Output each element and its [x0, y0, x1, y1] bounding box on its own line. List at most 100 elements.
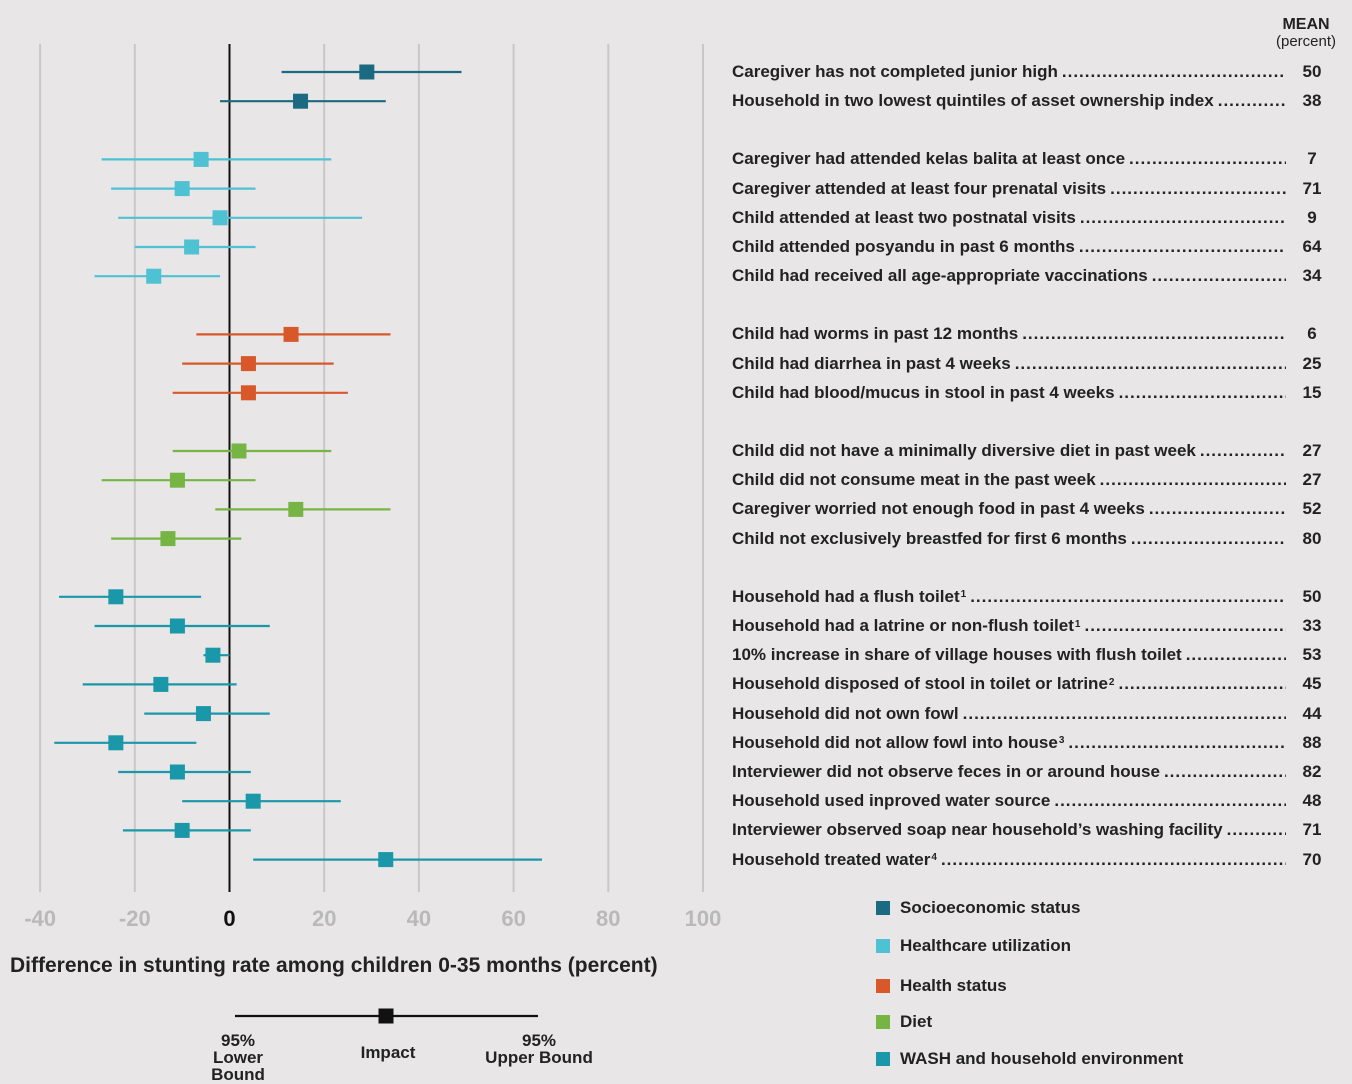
row-label-text: Interviewer observed soap near household… — [732, 820, 1223, 840]
row-label-text: Child not exclusively breastfed for firs… — [732, 528, 1127, 548]
mean-value: 88 — [1302, 732, 1322, 752]
dot-leader: ........................................… — [1226, 820, 1286, 840]
key-lower-label: 95% Lower Bound — [188, 1032, 288, 1083]
mean-value: 71 — [1302, 820, 1322, 840]
row-label: Household treated water 4................… — [732, 849, 1292, 871]
footnote-marker: 1 — [1074, 618, 1081, 630]
key-lower-text: Lower Bound — [211, 1048, 265, 1084]
row-label-text: Household treated water — [732, 849, 931, 869]
legend-label: Diet — [900, 1012, 933, 1031]
mean-value: 25 — [1302, 353, 1322, 373]
legend-swatch — [876, 901, 890, 915]
x-axis-title: Difference in stunting rate among childr… — [10, 954, 658, 977]
mean-value: 53 — [1302, 645, 1322, 665]
row-label-text: Household disposed of stool in toilet or… — [732, 674, 1108, 694]
x-tick-label: 20 — [312, 906, 336, 931]
row-label-text: Interviewer did not observe feces in or … — [732, 762, 1160, 781]
impact-marker — [359, 64, 375, 80]
key-lower-pct: 95% — [220, 1031, 256, 1050]
key-upper-pct: 95% — [521, 1031, 557, 1050]
row-label-text: Child attended posyandu in past 6 months — [732, 237, 1075, 256]
dot-leader: ........................................… — [1148, 499, 1286, 519]
mean-value: 15 — [1302, 382, 1322, 402]
dot-leader: ........................................… — [1217, 91, 1286, 111]
row-label: Household used inproved water source....… — [732, 790, 1292, 812]
dot-leader: ........................................… — [970, 586, 1286, 606]
dot-leader: ........................................… — [1014, 353, 1286, 373]
legend-item: WASH and household environment — [876, 1049, 1183, 1069]
legend-label: Healthcare utilization — [900, 936, 1071, 955]
row-label: Caregiver attended at least four prenata… — [732, 178, 1292, 200]
x-tick-label: 0 — [223, 906, 235, 931]
dot-leader: ........................................… — [1199, 441, 1286, 460]
row-label-text: Household had a latrine or non-flush toi… — [732, 616, 1074, 635]
legend-swatch — [876, 939, 890, 953]
impact-marker — [153, 676, 169, 692]
mean-value: 50 — [1302, 586, 1322, 606]
dot-leader: ........................................… — [1118, 382, 1286, 402]
row-label: Household did not allow fowl into house 3… — [732, 732, 1292, 754]
key-upper-label: 95% Upper Bound — [474, 1032, 604, 1066]
row-label-text: Child had diarrhea in past 4 weeks — [732, 353, 1011, 373]
legend-item: Healthcare utilization — [876, 936, 1071, 956]
mean-value: 7 — [1307, 149, 1317, 169]
row-label: Child had diarrhea in past 4 weeks......… — [732, 353, 1292, 375]
row-label: Household had a flush toilet 1...........… — [732, 586, 1292, 608]
dot-leader: ........................................… — [1084, 616, 1286, 635]
row-label-text: Household did not own fowl — [732, 703, 959, 723]
legend-swatch — [876, 1052, 890, 1066]
legend-label: WASH and household environment — [900, 1049, 1184, 1068]
mean-value: 48 — [1302, 791, 1322, 811]
row-label: 10% increase in share of village houses … — [732, 644, 1292, 666]
row-label-text: Child had worms in past 12 months — [732, 324, 1019, 344]
mean-value: 71 — [1302, 178, 1322, 198]
mean-value: 6 — [1307, 324, 1317, 344]
impact-marker — [195, 706, 211, 722]
legend-item: Diet — [876, 1012, 932, 1032]
impact-marker — [174, 822, 190, 838]
row-label: Caregiver has not completed junior high.… — [732, 61, 1292, 83]
x-tick-label: -20 — [119, 906, 151, 931]
legend-item: Socioeconomic status — [876, 898, 1080, 918]
impact-marker — [169, 618, 185, 634]
legend-swatch — [876, 979, 890, 993]
row-label-text: Child had blood/mucus in stool in past 4… — [732, 382, 1115, 402]
x-tick-label: 100 — [685, 906, 722, 931]
row-label-text: Caregiver worried not enough food in pas… — [732, 499, 1145, 519]
impact-marker — [231, 443, 247, 459]
dot-leader: ........................................… — [962, 703, 1286, 723]
impact-marker — [160, 531, 176, 547]
impact-marker — [245, 793, 261, 809]
row-label-text: Household had a flush toilet — [732, 586, 960, 606]
dot-leader: ........................................… — [1054, 791, 1286, 811]
mean-value: 70 — [1302, 849, 1322, 869]
row-label-text: Child did not consume meat in the past w… — [732, 470, 1096, 490]
row-label: Child did not consume meat in the past w… — [732, 469, 1292, 491]
row-label-text: Caregiver had attended kelas balita at l… — [732, 149, 1126, 169]
impact-marker — [108, 589, 124, 605]
dot-leader: ........................................… — [1022, 324, 1286, 344]
dot-leader: ........................................… — [1061, 62, 1286, 81]
mean-header-title: MEAN — [1282, 16, 1330, 33]
dot-leader: ........................................… — [940, 849, 1286, 869]
row-label: Household did not own fowl..............… — [732, 703, 1292, 725]
impact-marker — [288, 501, 304, 517]
row-label-text: Household did not allow fowl into house — [732, 732, 1058, 752]
mean-value: 34 — [1302, 266, 1322, 286]
footnote-marker: 2 — [1108, 676, 1115, 688]
impact-marker — [108, 735, 124, 751]
dot-leader: ........................................… — [1151, 266, 1286, 286]
key-impact-label: Impact — [360, 1043, 416, 1062]
row-label: Interviewer did not observe feces in or … — [732, 761, 1292, 783]
row-label: Interviewer observed soap near household… — [732, 819, 1292, 841]
mean-value: 33 — [1302, 616, 1322, 635]
row-label-text: Household used inproved water source — [732, 791, 1051, 811]
row-label-text: Caregiver has not completed junior high — [732, 62, 1058, 81]
footnote-marker: 3 — [1058, 735, 1065, 747]
x-tick-label: 40 — [407, 906, 431, 931]
impact-marker — [193, 151, 209, 167]
dot-leader: ........................................… — [1130, 528, 1286, 548]
row-label: Child not exclusively breastfed for firs… — [732, 528, 1292, 550]
dot-leader: ........................................… — [1099, 470, 1286, 490]
impact-marker — [174, 181, 190, 197]
